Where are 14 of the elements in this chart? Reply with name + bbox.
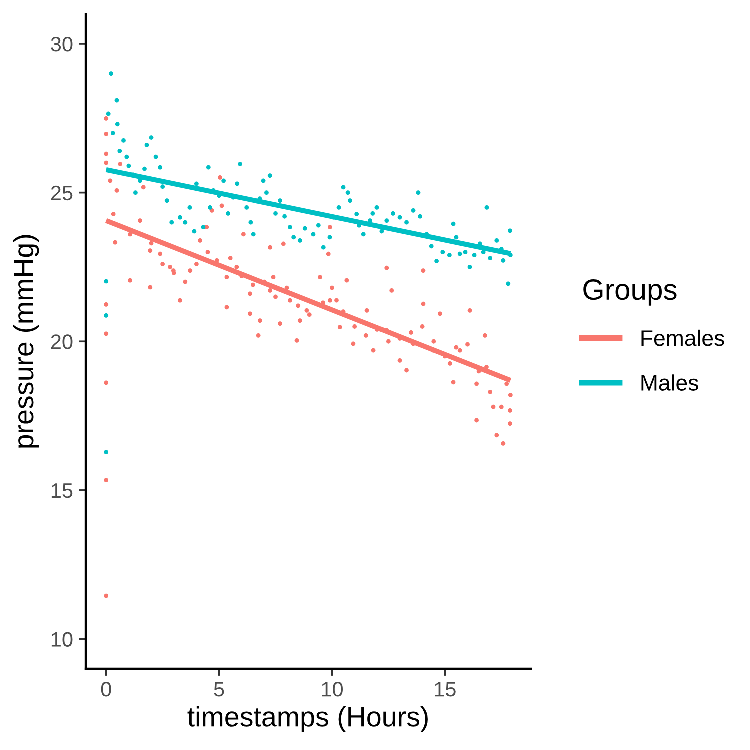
y-tick-label: 15 <box>52 484 73 498</box>
legend-label: Males <box>642 374 698 391</box>
x-tick-label: 5 <box>214 682 224 697</box>
y-tick-label: 30 <box>51 37 73 52</box>
y-tick-label: 10 <box>52 632 73 647</box>
x-tick-label: 0 <box>101 682 112 697</box>
x-tick-label: 15 <box>435 682 456 697</box>
legend-title: Groups <box>584 280 677 306</box>
y-tick-label: 20 <box>51 334 73 350</box>
x-tick-label: 10 <box>322 682 343 697</box>
legend-label: Females <box>642 330 724 346</box>
x-axis-title: timestamps (Hours) <box>188 706 428 732</box>
y-tick-label: 25 <box>51 186 73 201</box>
y-axis-title: pressure (mmHg) <box>13 235 40 448</box>
